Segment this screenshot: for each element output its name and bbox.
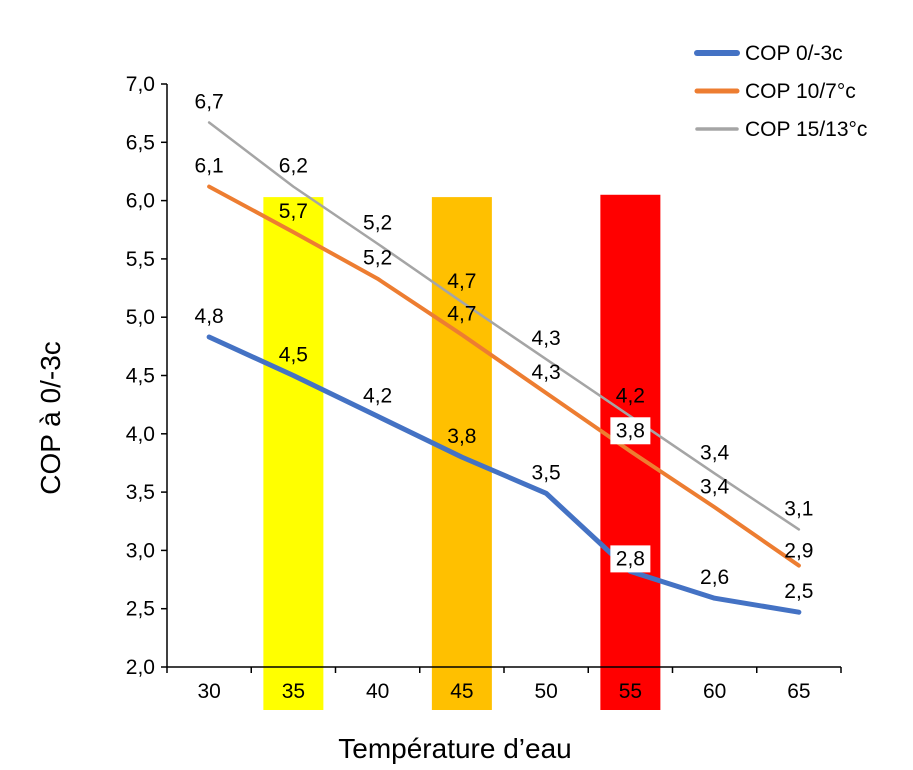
data-label: 6,1 — [195, 155, 224, 178]
data-label: 5,2 — [363, 247, 392, 270]
x-tick-label: 65 — [787, 680, 810, 703]
data-label: 3,5 — [532, 461, 561, 484]
data-label: 4,7 — [447, 303, 476, 326]
x-tick-label: 30 — [197, 680, 220, 703]
data-label: 2,6 — [700, 566, 729, 589]
legend-label: COP 10/7°c — [745, 80, 856, 103]
data-label: 3,4 — [700, 475, 730, 498]
data-label: 3,4 — [700, 441, 730, 464]
highlight-bands — [263, 194, 661, 711]
legend-label: COP 15/13°c — [745, 118, 867, 141]
data-label: 4,2 — [616, 384, 645, 407]
x-tick-label: 50 — [534, 680, 557, 703]
legend: COP 0/-3c COP 10/7°c COP 15/13°c — [694, 42, 867, 141]
axes: 2,0 2,5 3,0 3,5 4,0 4,5 5,0 5,5 6,0 6,5 7,0 30 35 40 4… — [126, 73, 842, 703]
y-tick-label: 5,0 — [126, 306, 155, 329]
data-label: 4,3 — [532, 327, 561, 350]
data-label: 4,3 — [532, 361, 561, 384]
x-tick-label: 40 — [366, 680, 389, 703]
y-tick-label: 4,0 — [126, 423, 155, 446]
y-tick-label: 2,5 — [126, 598, 155, 621]
y-tick-label: 3,0 — [126, 539, 155, 562]
y-tick-label: 6,5 — [126, 131, 155, 154]
data-label: 5,2 — [363, 212, 392, 235]
data-label: 3,1 — [784, 497, 813, 520]
y-axis-title: COP à 0/-3c — [35, 341, 66, 495]
legend-label: COP 0/-3c — [745, 42, 843, 65]
data-label: 4,2 — [363, 384, 392, 407]
data-labels: 4,8 4,5 4,2 3,8 3,5 2,8 2,6 2,5 6,1 5,7 5,2 4,7 4,3 3… — [195, 90, 814, 603]
series-line-1 — [206, 334, 802, 615]
data-label: 4,8 — [195, 305, 224, 328]
series-lines — [206, 121, 802, 615]
y-tick-label: 2,0 — [126, 656, 155, 679]
data-label-bg — [610, 545, 651, 573]
data-label: 2,9 — [784, 540, 813, 563]
x-tick-label: 35 — [282, 680, 305, 703]
x-axis-title: Température d’eau — [338, 733, 571, 764]
x-tick-label: 55 — [619, 680, 642, 703]
x-tick-label: 45 — [450, 680, 473, 703]
data-label: 5,7 — [279, 200, 308, 223]
data-label: 3,8 — [616, 419, 645, 442]
y-tick-label: 4,5 — [126, 365, 155, 388]
data-label: 4,5 — [279, 344, 308, 367]
data-label-bg — [610, 417, 651, 445]
y-tick-label: 7,0 — [126, 73, 155, 96]
y-tick-label: 5,5 — [126, 248, 155, 271]
highlight-band-35 — [263, 197, 324, 711]
data-label: 2,5 — [784, 580, 813, 603]
series-line-2 — [207, 184, 801, 568]
x-tick-label: 60 — [703, 680, 726, 703]
y-tick-label: 6,0 — [126, 190, 155, 213]
y-tick-label: 3,5 — [126, 481, 155, 504]
series-line-3 — [207, 121, 801, 531]
highlight-band-45 — [431, 197, 492, 711]
data-label: 2,8 — [616, 547, 645, 570]
data-label: 3,8 — [447, 425, 476, 448]
data-label: 6,2 — [279, 155, 308, 178]
data-label: 6,7 — [195, 90, 224, 113]
data-label: 4,7 — [447, 270, 476, 293]
